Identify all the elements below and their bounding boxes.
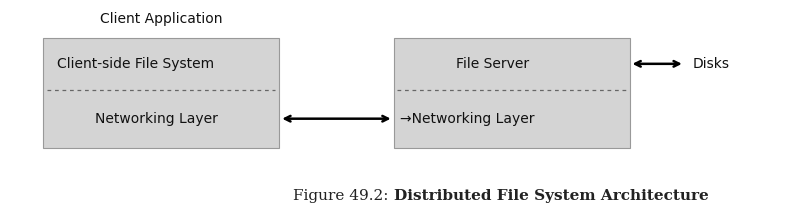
Text: Figure 49.2:: Figure 49.2: <box>293 189 394 203</box>
Text: Networking Layer: Networking Layer <box>95 112 218 126</box>
Text: Client Application: Client Application <box>100 12 223 26</box>
Text: Client-side File System: Client-side File System <box>57 57 215 71</box>
Text: File Server: File Server <box>456 57 529 71</box>
Text: Distributed File System Architecture: Distributed File System Architecture <box>394 189 708 203</box>
Text: Disks: Disks <box>693 57 730 71</box>
FancyBboxPatch shape <box>43 38 279 148</box>
Text: →Networking Layer: →Networking Layer <box>400 112 534 126</box>
FancyBboxPatch shape <box>394 38 630 148</box>
